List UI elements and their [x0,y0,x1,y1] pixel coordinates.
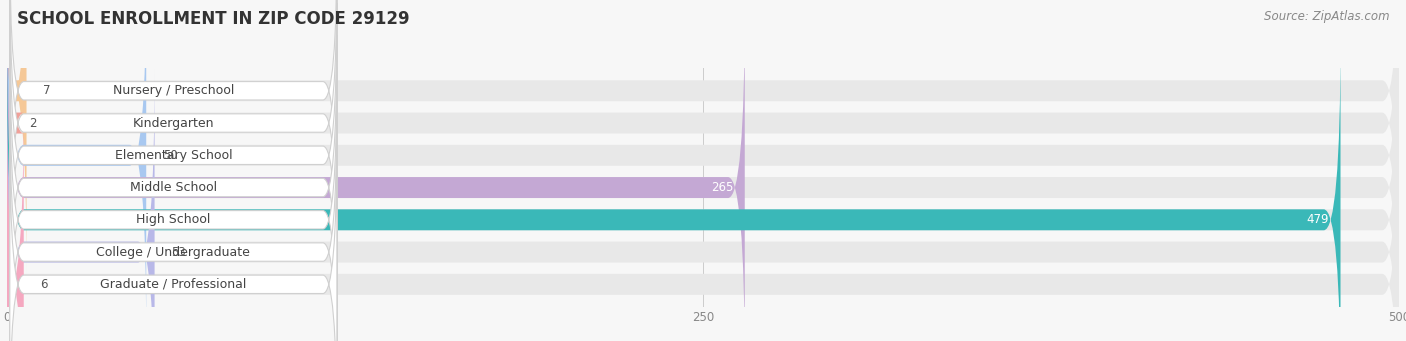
Text: Elementary School: Elementary School [114,149,232,162]
Text: 479: 479 [1306,213,1330,226]
FancyBboxPatch shape [10,0,337,275]
Text: High School: High School [136,213,211,226]
Text: College / Undergraduate: College / Undergraduate [97,246,250,258]
FancyBboxPatch shape [10,0,337,243]
FancyBboxPatch shape [10,100,337,341]
FancyBboxPatch shape [7,37,1399,341]
Text: 53: 53 [172,246,186,258]
Text: 7: 7 [44,84,51,97]
FancyBboxPatch shape [7,4,745,341]
FancyBboxPatch shape [7,0,27,274]
FancyBboxPatch shape [7,0,146,338]
FancyBboxPatch shape [10,3,337,307]
FancyBboxPatch shape [7,0,1399,274]
Text: 265: 265 [711,181,734,194]
FancyBboxPatch shape [7,69,1399,341]
Text: Kindergarten: Kindergarten [132,117,214,130]
FancyBboxPatch shape [7,4,1399,341]
Text: 2: 2 [30,117,37,130]
FancyBboxPatch shape [10,68,337,341]
FancyBboxPatch shape [7,0,1399,338]
Text: 50: 50 [163,149,177,162]
FancyBboxPatch shape [0,0,24,306]
FancyBboxPatch shape [7,69,155,341]
FancyBboxPatch shape [7,101,24,341]
FancyBboxPatch shape [7,101,1399,341]
FancyBboxPatch shape [7,37,1340,341]
Text: Middle School: Middle School [129,181,217,194]
FancyBboxPatch shape [10,35,337,340]
Text: Graduate / Professional: Graduate / Professional [100,278,246,291]
FancyBboxPatch shape [10,132,337,341]
Text: Nursery / Preschool: Nursery / Preschool [112,84,233,97]
Text: SCHOOL ENROLLMENT IN ZIP CODE 29129: SCHOOL ENROLLMENT IN ZIP CODE 29129 [17,10,409,28]
Text: 6: 6 [41,278,48,291]
Text: Source: ZipAtlas.com: Source: ZipAtlas.com [1264,10,1389,23]
FancyBboxPatch shape [7,0,1399,306]
